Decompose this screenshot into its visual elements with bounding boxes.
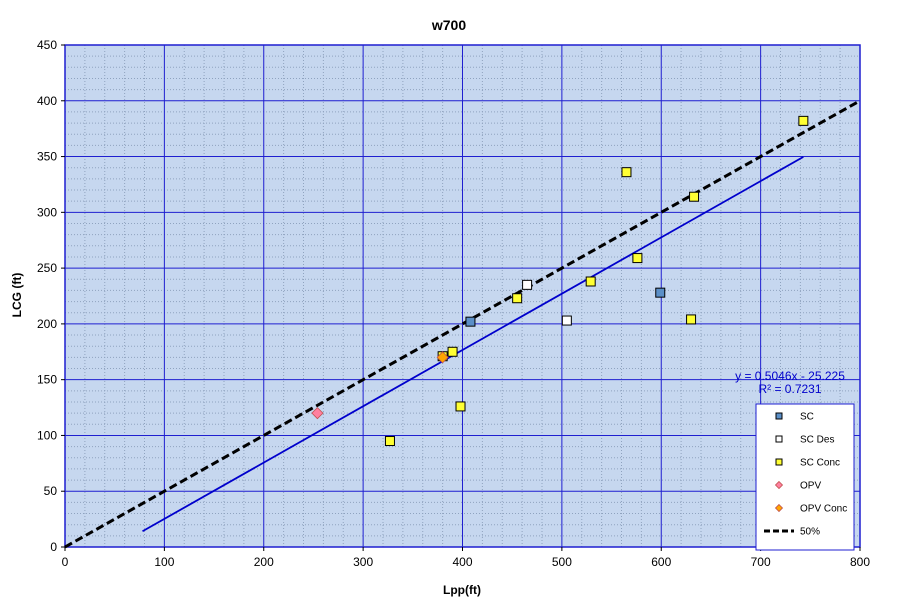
point-sc-conc xyxy=(384,436,395,447)
legend-marker xyxy=(774,503,784,513)
point-sc-conc xyxy=(621,167,632,178)
trendline xyxy=(142,156,804,533)
x-tick-label: 500 xyxy=(552,555,572,569)
y-tick-label: 200 xyxy=(37,317,57,331)
x-tick-label: 700 xyxy=(751,555,771,569)
point-sc-conc xyxy=(447,346,458,357)
x-tick-label: 100 xyxy=(154,555,174,569)
legend-label: OPV xyxy=(800,481,821,492)
y-tick-label: 400 xyxy=(37,94,57,108)
legend-marker xyxy=(774,480,784,490)
legend-marker xyxy=(775,458,783,466)
point-sc-conc xyxy=(455,401,466,412)
legend-marker xyxy=(775,412,783,420)
x-tick-label: 0 xyxy=(62,555,69,569)
y-tick-label: 150 xyxy=(37,373,57,387)
point-opv-conc xyxy=(436,351,449,364)
trendline-r-squared: R² = 0.7231 xyxy=(758,382,821,396)
chart-lines xyxy=(64,99,861,549)
legend-box xyxy=(755,403,855,551)
y-tick-label: 50 xyxy=(44,484,58,498)
point-sc xyxy=(655,287,666,298)
y-tick-label: 300 xyxy=(37,205,57,219)
y-tick-label: 250 xyxy=(37,261,57,275)
data-points xyxy=(311,115,809,447)
fifty-percent-line xyxy=(64,99,861,549)
x-tick-label: 300 xyxy=(353,555,373,569)
minor-grid xyxy=(65,45,860,547)
y-axis-label: LCG (ft) xyxy=(10,273,24,318)
legend-label: SC xyxy=(800,412,814,423)
trendline-equation: y = 0.5046x - 25.225 xyxy=(735,369,845,383)
legend-label: OPV Conc xyxy=(800,504,847,515)
point-sc-des xyxy=(561,315,572,326)
point-opv xyxy=(311,407,324,420)
point-sc-conc xyxy=(585,276,596,287)
point-sc xyxy=(465,316,476,327)
point-sc-des xyxy=(522,279,533,290)
legend-marker xyxy=(775,435,783,443)
y-tick-label: 350 xyxy=(37,150,57,164)
x-tick-label: 200 xyxy=(254,555,274,569)
axis-ticks: 0 100 200 300 400 500 600 700 800 0 50 100 150 200 250… xyxy=(37,38,870,569)
legend: SC SC Des SC Conc OPV OPV Conc 50% xyxy=(755,403,855,551)
legend-label: SC Conc xyxy=(800,458,840,469)
legend-label: 50% xyxy=(800,527,820,538)
x-tick-label: 400 xyxy=(452,555,472,569)
y-tick-label: 0 xyxy=(50,540,57,554)
x-tick-label: 600 xyxy=(651,555,671,569)
chart-title: w700 xyxy=(431,17,466,33)
point-sc-conc xyxy=(686,314,697,325)
y-tick-label: 450 xyxy=(37,38,57,52)
point-sc-conc xyxy=(798,115,809,126)
point-sc-conc xyxy=(689,191,700,202)
x-axis-label: Lpp(ft) xyxy=(443,583,481,597)
point-sc-conc xyxy=(512,293,523,304)
legend-label: SC Des xyxy=(800,435,834,446)
y-tick-label: 100 xyxy=(37,428,57,442)
x-tick-label: 800 xyxy=(850,555,870,569)
point-sc-conc xyxy=(632,253,643,264)
